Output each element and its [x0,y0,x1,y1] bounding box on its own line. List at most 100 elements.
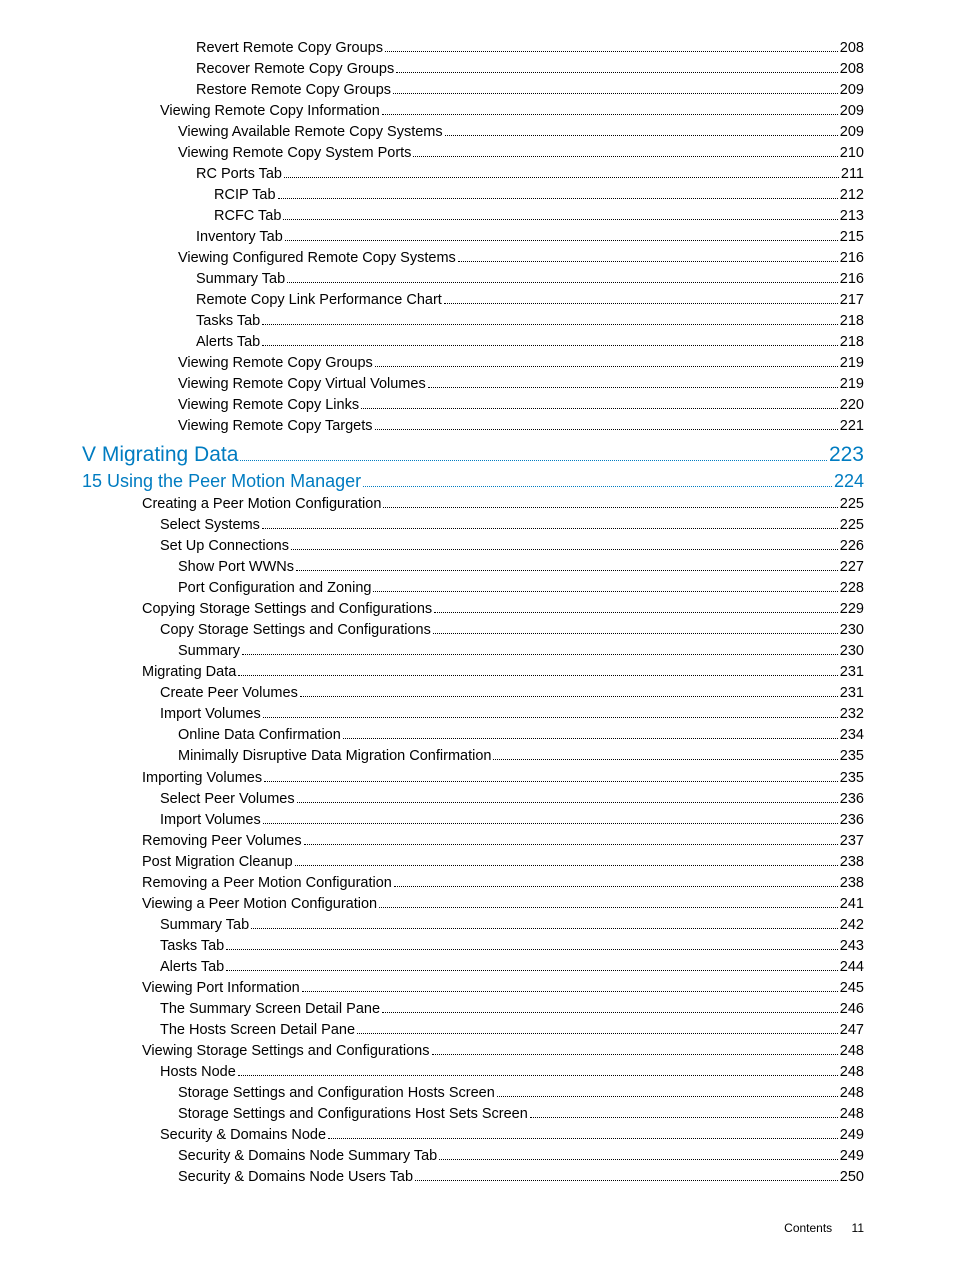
toc-entry[interactable]: V Migrating Data223 [82,443,864,467]
toc-entry[interactable]: Create Peer Volumes231 [82,683,864,704]
toc-entry[interactable]: RCFC Tab213 [82,206,864,227]
toc-entry[interactable]: Viewing Remote Copy Virtual Volumes 219 [82,374,864,395]
toc-entry-label: Show Port WWNs [178,557,294,578]
toc-entry[interactable]: Removing Peer Volumes 237 [82,831,864,852]
toc-leader-dots [382,105,838,115]
toc-entry-page: 218 [840,311,864,332]
toc-entry[interactable]: Viewing Port Information245 [82,978,864,999]
toc-leader-dots [493,750,837,760]
toc-leader-dots [385,42,838,52]
toc-entry[interactable]: Recover Remote Copy Groups208 [82,59,864,80]
toc-entry[interactable]: RCIP Tab212 [82,185,864,206]
toc-entry[interactable]: Viewing Available Remote Copy Systems209 [82,122,864,143]
toc-leader-dots [283,210,837,220]
toc-entry-label: Viewing a Peer Motion Configuration [142,894,377,915]
toc-leader-dots [295,855,838,865]
toc-entry-page: 225 [840,515,864,536]
toc-entry[interactable]: Post Migration Cleanup 238 [82,852,864,873]
toc-leader-dots [382,1003,838,1013]
toc-entry[interactable]: Storage Settings and Configuration Hosts… [82,1083,864,1104]
toc-leader-dots [433,624,838,634]
toc-leader-dots [284,168,839,178]
toc-entry[interactable]: Viewing Remote Copy Groups219 [82,353,864,374]
toc-entry[interactable]: Viewing Remote Copy Links220 [82,395,864,416]
toc-entry[interactable]: Copying Storage Settings and Configurati… [82,599,864,620]
toc-entry[interactable]: Remote Copy Link Performance Chart217 [82,290,864,311]
toc-entry-page: 248 [840,1062,864,1083]
toc-leader-dots [413,147,837,157]
toc-entry-label: Copy Storage Settings and Configurations [160,620,431,641]
toc-entry-label: V Migrating Data [82,443,238,467]
toc-entry[interactable]: Tasks Tab218 [82,311,864,332]
toc-entry[interactable]: Viewing Configured Remote Copy Systems21… [82,248,864,269]
toc-entry[interactable]: RC Ports Tab 211 [82,164,864,185]
toc-entry[interactable]: Migrating Data 231 [82,662,864,683]
toc-entry[interactable]: 15 Using the Peer Motion Manager224 [82,471,864,492]
toc-entry-page: 249 [840,1146,864,1167]
toc-entry[interactable]: Viewing a Peer Motion Configuration241 [82,894,864,915]
toc-leader-dots [415,1171,838,1181]
toc-entry[interactable]: Viewing Remote Copy System Ports210 [82,143,864,164]
toc-leader-dots [497,1087,838,1097]
toc-leader-dots [530,1108,838,1118]
toc-entry[interactable]: Revert Remote Copy Groups208 [82,38,864,59]
toc-entry[interactable]: Select Peer Volumes236 [82,789,864,810]
toc-entry[interactable]: Copy Storage Settings and Configurations… [82,620,864,641]
footer-page-number: 11 [852,1221,864,1235]
toc-entry[interactable]: Show Port WWNs 227 [82,557,864,578]
toc-entry[interactable]: The Summary Screen Detail Pane246 [82,999,864,1020]
toc-entry[interactable]: Viewing Remote Copy Targets221 [82,416,864,437]
toc-entry[interactable]: Summary230 [82,641,864,662]
toc-entry-label: Viewing Remote Copy Information [160,101,380,122]
toc-entry[interactable]: Summary Tab242 [82,915,864,936]
toc-entry-page: 218 [840,332,864,353]
toc-leader-dots [251,918,838,928]
toc-entry[interactable]: Online Data Confirmation234 [82,725,864,746]
toc-entry[interactable]: Restore Remote Copy Groups209 [82,80,864,101]
toc-entry[interactable]: Security & Domains Node Summary Tab249 [82,1146,864,1167]
toc-entry[interactable]: Import Volumes236 [82,810,864,831]
toc-entry[interactable]: Import Volumes232 [82,704,864,725]
toc-entry[interactable]: Creating a Peer Motion Configuration225 [82,494,864,515]
toc-leader-dots [226,961,838,971]
toc-leader-dots [262,336,838,346]
toc-entry-label: Set Up Connections [160,536,289,557]
toc-entry-page: 211 [841,164,864,185]
toc-entry[interactable]: Importing Volumes235 [82,768,864,789]
toc-entry[interactable]: Hosts Node248 [82,1062,864,1083]
toc-leader-dots [343,729,838,739]
toc-leader-dots [375,420,838,430]
toc-entry[interactable]: Storage Settings and Configurations Host… [82,1104,864,1125]
toc-entry[interactable]: Viewing Storage Settings and Configurati… [82,1041,864,1062]
toc-entry[interactable]: Port Configuration and Zoning228 [82,578,864,599]
toc-entry[interactable]: Tasks Tab243 [82,936,864,957]
toc-leader-dots [226,939,838,949]
toc-entry-label: Alerts Tab [196,332,260,353]
toc-entry[interactable]: Inventory Tab215 [82,227,864,248]
toc-entry-page: 219 [840,374,864,395]
toc-entry[interactable]: Alerts Tab244 [82,957,864,978]
toc-entry[interactable]: Security & Domains Node249 [82,1125,864,1146]
toc-entry[interactable]: Removing a Peer Motion Configuration 238 [82,873,864,894]
toc-entry-page: 236 [840,789,864,810]
toc-entry-label: Tasks Tab [160,936,224,957]
toc-entry[interactable]: Alerts Tab 218 [82,332,864,353]
toc-leader-dots [285,231,838,241]
toc-entry-page: 221 [840,416,864,437]
toc-entry[interactable]: Summary Tab216 [82,269,864,290]
toc-entry[interactable]: The Hosts Screen Detail Pane247 [82,1020,864,1041]
toc-entry[interactable]: Viewing Remote Copy Information209 [82,101,864,122]
toc-entry-label: RC Ports Tab [196,164,282,185]
toc-entry-page: 231 [840,662,864,683]
toc-entry[interactable]: Minimally Disruptive Data Migration Conf… [82,746,864,767]
toc-entry-page: 244 [840,957,864,978]
toc-entry-page: 248 [840,1041,864,1062]
toc-entry-label: Removing Peer Volumes [142,831,302,852]
toc-entry-label: Viewing Remote Copy Virtual Volumes [178,374,426,395]
toc-entry-page: 227 [840,557,864,578]
toc-entry-page: 247 [840,1020,864,1041]
toc-entry[interactable]: Select Systems225 [82,515,864,536]
toc-entry[interactable]: Security & Domains Node Users Tab250 [82,1167,864,1188]
toc-entry[interactable]: Set Up Connections226 [82,536,864,557]
toc-entry-label: Security & Domains Node [160,1125,326,1146]
